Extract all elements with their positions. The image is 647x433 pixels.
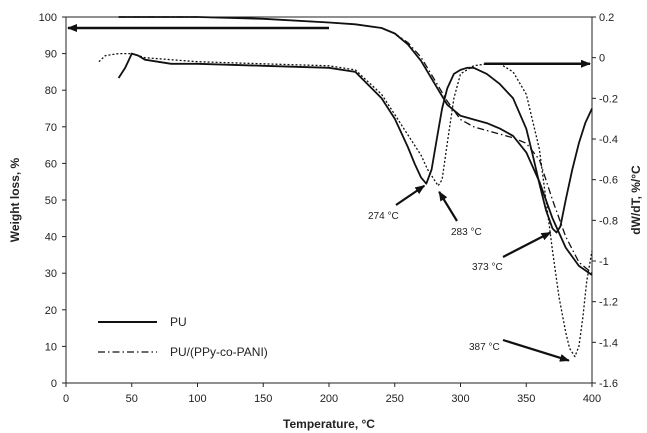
x-tick-label: 200 bbox=[320, 393, 338, 405]
series-line-tg-composite bbox=[118, 16, 593, 274]
left-y-tick-label: 70 bbox=[45, 122, 57, 134]
left-y-tick-label: 40 bbox=[45, 232, 57, 244]
right-y-axis: 0.2 0 -0.2 -0.4 -0.6 -0.8 -1 -1.2 -1.4 -1.6 bbox=[592, 12, 618, 390]
right-y-tick-label: -1.6 bbox=[599, 378, 618, 390]
legend: PU PU/(PPy-co-PANI) bbox=[98, 315, 268, 359]
legend-label-pu: PU bbox=[170, 315, 187, 329]
left-y-tick-label: 10 bbox=[45, 341, 57, 353]
annotation-387: 387 °C bbox=[469, 342, 500, 353]
left-y-axis-title: Weight loss, % bbox=[8, 157, 22, 242]
left-y-tick-label: 80 bbox=[45, 85, 57, 97]
plot-frame bbox=[65, 16, 593, 384]
x-tick-label: 0 bbox=[63, 393, 69, 405]
annotation-274: 274 °C bbox=[368, 211, 399, 222]
plot-area: 0 50 100 150 200 250 300 350 400 0 10 20 30 40 50 60 70… bbox=[39, 12, 618, 405]
annotation-373: 373 °C bbox=[472, 262, 503, 273]
right-y-tick-label: -1.2 bbox=[599, 297, 618, 309]
x-axis-title: Temperature, °C bbox=[283, 417, 375, 431]
left-y-tick-label: 100 bbox=[39, 12, 57, 24]
x-tick-label: 50 bbox=[126, 393, 138, 405]
left-y-tick-label: 0 bbox=[51, 378, 57, 390]
arrow-layer bbox=[67, 23, 591, 362]
right-y-tick-label: -0.2 bbox=[599, 93, 618, 105]
right-y-tick-label: -0.8 bbox=[599, 215, 618, 227]
right-y-tick-label: -0.6 bbox=[599, 175, 618, 187]
left-y-axis: 0 10 20 30 40 50 60 70 80 90 100 bbox=[39, 12, 66, 390]
annotation-283: 283 °C bbox=[451, 227, 482, 238]
right-y-tick-label: -1.4 bbox=[599, 337, 618, 349]
left-y-tick-label: 90 bbox=[45, 49, 57, 61]
x-tick-label: 150 bbox=[254, 393, 272, 405]
annotation-arrow bbox=[395, 184, 426, 206]
series-layer bbox=[98, 16, 593, 358]
annotation-arrow bbox=[438, 190, 458, 222]
series-line-tg-pu bbox=[118, 16, 593, 276]
left-y-tick-label: 20 bbox=[45, 305, 57, 317]
x-tick-label: 250 bbox=[386, 393, 404, 405]
x-tick-label: 350 bbox=[517, 393, 535, 405]
x-tick-label: 100 bbox=[188, 393, 206, 405]
right-y-tick-label: -0.4 bbox=[599, 134, 618, 146]
series-line-dtg-pu bbox=[117, 52, 593, 234]
x-tick-label: 300 bbox=[451, 393, 469, 405]
annotation-arrow bbox=[502, 338, 570, 362]
left-y-tick-label: 50 bbox=[45, 195, 57, 207]
right-y-axis-title: dW/dT, %/°C bbox=[629, 165, 643, 235]
legend-label-composite: PU/(PPy-co-PANI) bbox=[170, 345, 268, 359]
right-y-tick-label: 0.2 bbox=[599, 12, 614, 24]
annotation-arrow bbox=[502, 231, 552, 258]
right-y-tick-label: 0 bbox=[599, 53, 605, 65]
left-y-tick-label: 60 bbox=[45, 158, 57, 170]
left-y-tick-label: 30 bbox=[45, 268, 57, 280]
right-y-tick-label: -1 bbox=[599, 256, 609, 268]
series-line-dtg-composite bbox=[98, 52, 593, 358]
x-tick-label: 400 bbox=[583, 393, 601, 405]
x-axis: 0 50 100 150 200 250 300 350 400 bbox=[63, 383, 601, 405]
